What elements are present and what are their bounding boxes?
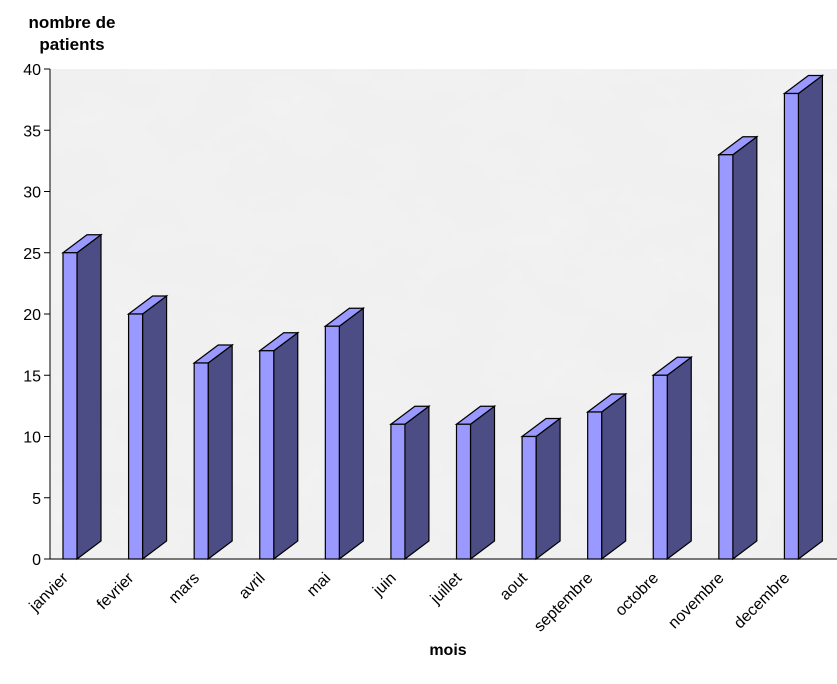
y-tick-label: 25 <box>23 246 41 263</box>
bar-side <box>405 406 429 559</box>
bar <box>325 326 339 559</box>
bar-side <box>733 137 757 559</box>
x-tick-label: juin <box>369 570 399 600</box>
bar <box>588 412 602 559</box>
bar-side <box>667 357 691 559</box>
bar <box>391 424 405 559</box>
bar-side <box>143 296 167 559</box>
bar-side <box>471 406 495 559</box>
y-tick-label: 15 <box>23 368 41 385</box>
x-tick-label: mai <box>304 570 334 600</box>
x-tick-label: decembre <box>731 570 793 632</box>
bar-side <box>208 345 232 559</box>
bar <box>129 314 143 559</box>
page: mois 0510152025303540janvierfevriermarsa… <box>0 0 837 684</box>
x-tick-label: avril <box>236 570 269 603</box>
y-tick-label: 40 <box>23 62 41 79</box>
bar-side <box>274 333 298 559</box>
bar <box>63 253 77 559</box>
chart: mois 0510152025303540janvierfevriermarsa… <box>0 0 837 684</box>
bar <box>260 351 274 559</box>
y-axis-title: nombre de patients <box>2 12 142 56</box>
x-tick-label: novembre <box>665 570 727 632</box>
bar <box>784 94 798 560</box>
bar-side <box>77 235 101 559</box>
y-tick-label: 5 <box>32 491 41 508</box>
bar-side <box>798 76 822 560</box>
x-tick-label: juillet <box>427 569 466 608</box>
x-tick-label: septembre <box>531 570 597 636</box>
x-tick-label: aout <box>497 569 531 603</box>
x-tick-label: janvier <box>26 569 73 616</box>
bar-side <box>536 419 560 560</box>
bar <box>522 437 536 560</box>
y-tick-label: 10 <box>23 430 41 447</box>
y-tick-label: 30 <box>23 185 41 202</box>
bar <box>194 363 208 559</box>
bar <box>719 155 733 559</box>
x-tick-label: fevrier <box>94 569 138 613</box>
x-tick-label: octobre <box>612 570 662 620</box>
bar <box>653 375 667 559</box>
bar-side <box>339 308 363 559</box>
bar <box>457 424 471 559</box>
x-tick-label: mars <box>166 570 203 607</box>
bar-side <box>602 394 626 559</box>
y-tick-label: 35 <box>23 123 41 140</box>
x-axis-title: mois <box>429 642 466 659</box>
y-tick-label: 20 <box>23 307 41 324</box>
y-tick-label: 0 <box>32 552 41 569</box>
